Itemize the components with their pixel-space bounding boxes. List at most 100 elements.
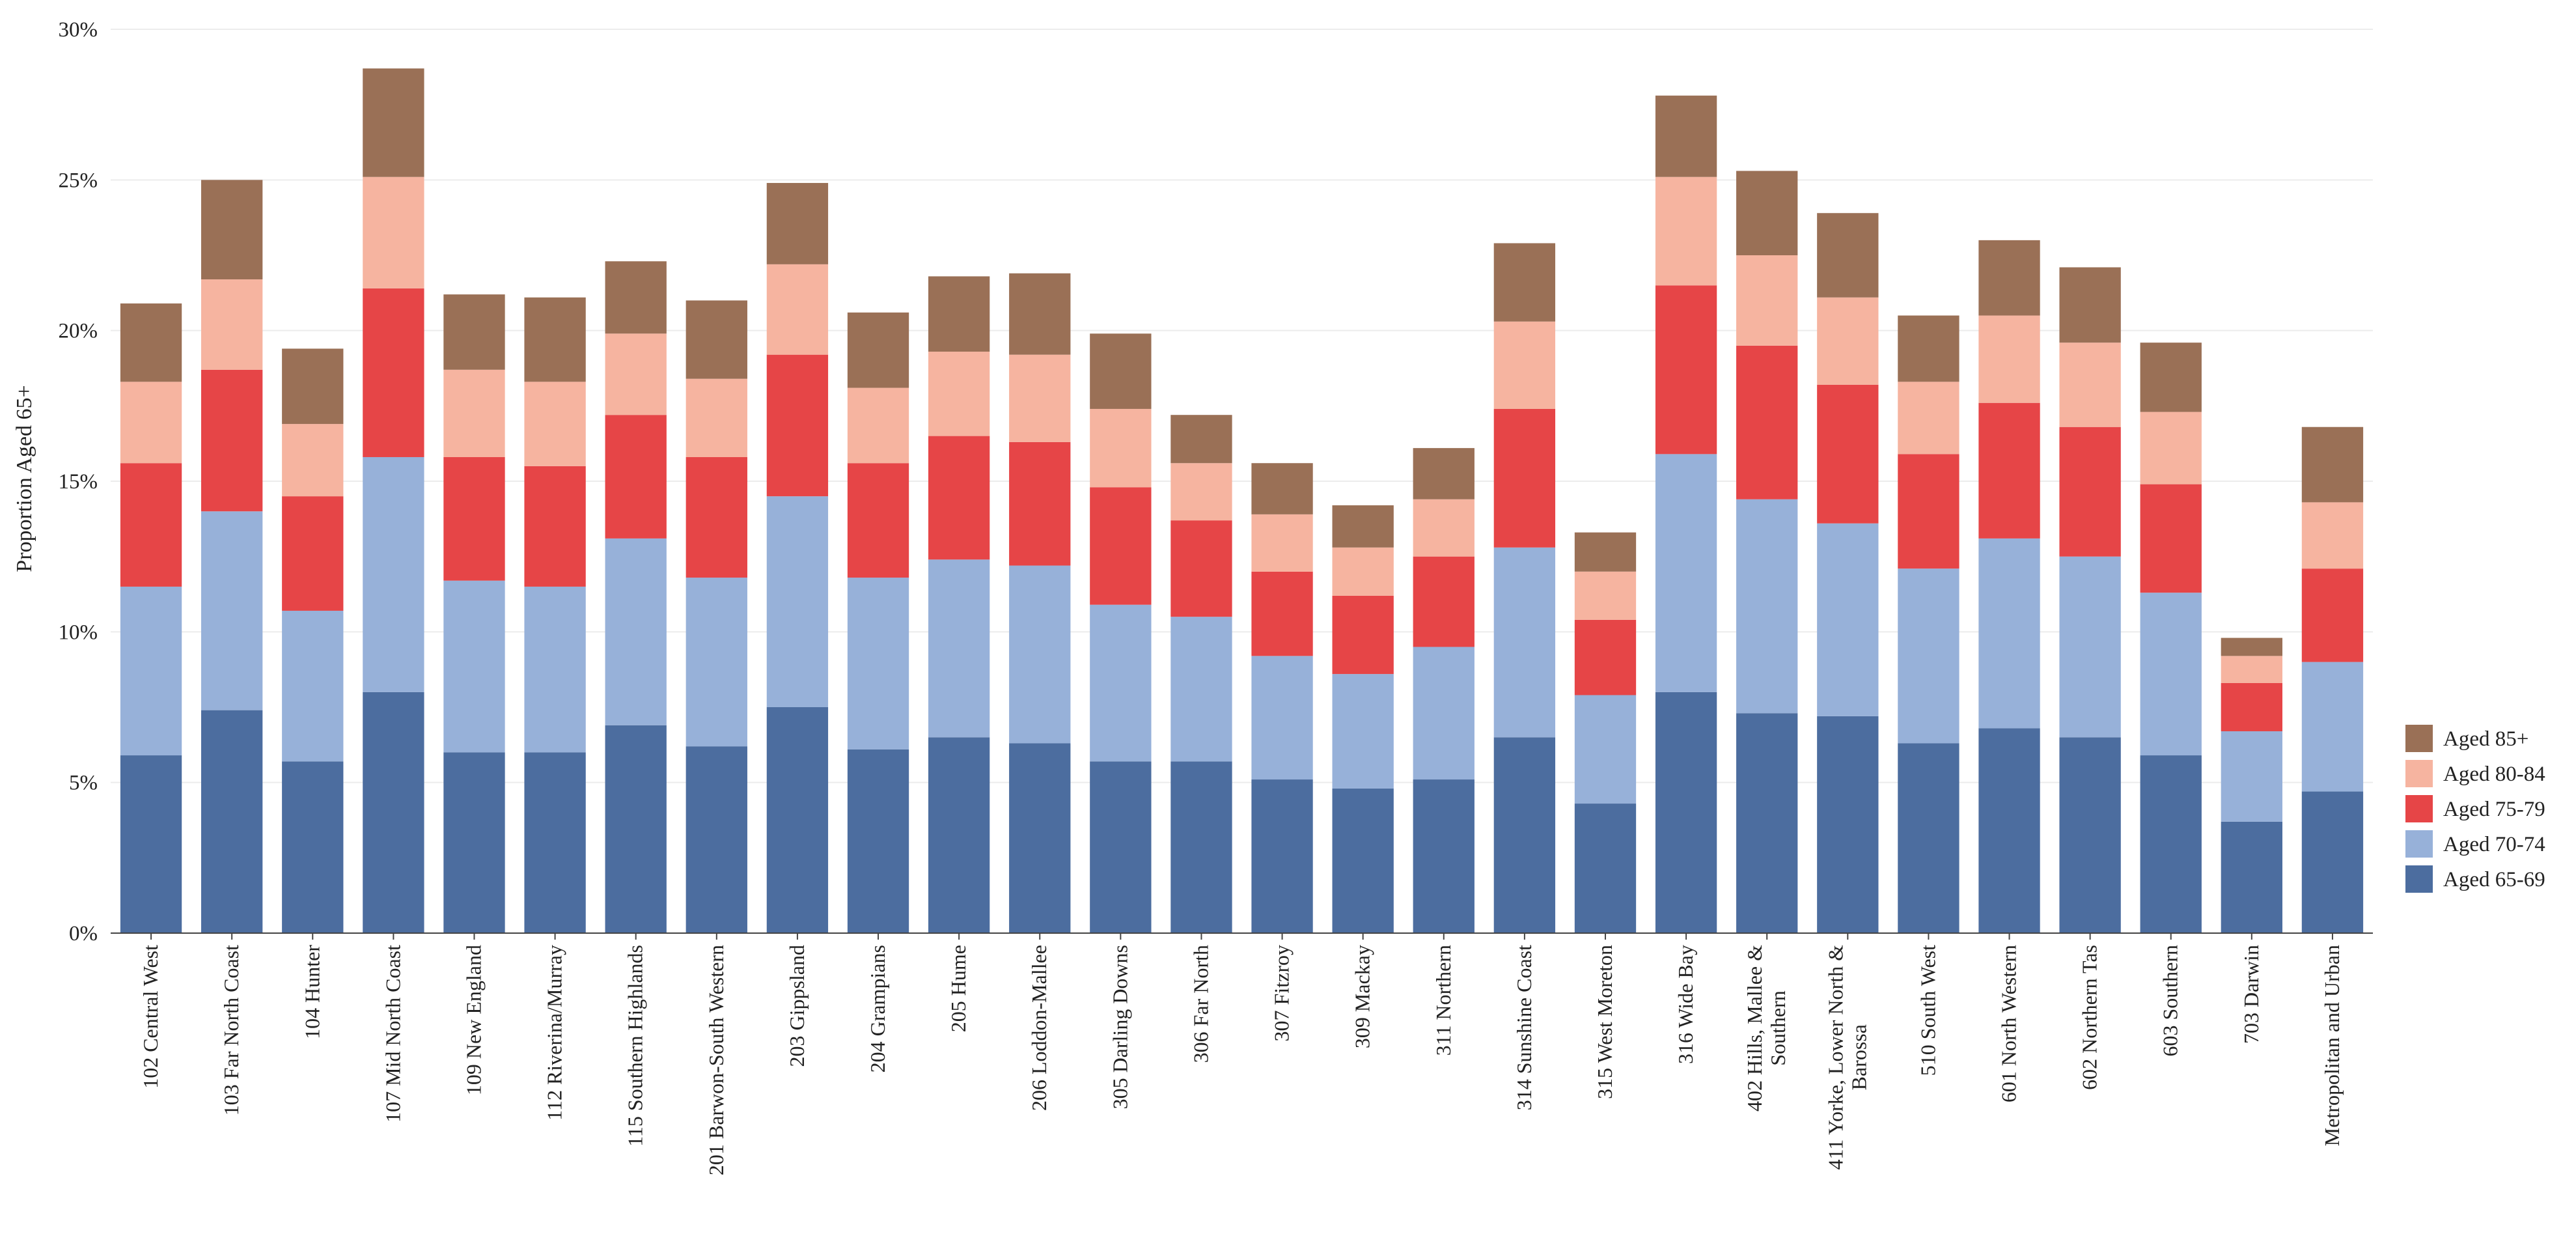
bar-stack	[443, 294, 505, 933]
bar-segment-aged-65-69	[686, 746, 747, 933]
bar-stack	[201, 180, 263, 933]
bar-segment-aged-70-74	[524, 586, 586, 753]
bar-segment-aged-85-	[1170, 415, 1232, 464]
bar-segment-aged-75-79	[2140, 484, 2202, 593]
x-tick-label: 102 Central West	[139, 945, 162, 1089]
x-tick-label: 104 Hunter	[300, 945, 324, 1039]
bar-stack	[2140, 343, 2202, 933]
bar-segment-aged-70-74	[201, 511, 263, 710]
bar-segment-aged-80-84	[928, 352, 990, 436]
bar-stack	[2301, 427, 2364, 933]
y-tick-label: 25%	[59, 169, 98, 192]
x-tick-label: 204 Grampians	[866, 945, 889, 1072]
bar-stack	[1090, 333, 1152, 933]
y-axis-title: Proportion Aged 65+	[12, 385, 36, 572]
y-tick-label: 30%	[59, 18, 98, 42]
x-tick-label: 306 Far North	[1189, 945, 1212, 1063]
x-tick-label: 203 Gippsland	[785, 945, 809, 1067]
y-tick-label: 0%	[69, 922, 98, 945]
bar-segment-aged-75-79	[1251, 571, 1313, 656]
bar-segment-aged-80-84	[1009, 354, 1071, 442]
bar-segment-aged-75-79	[1817, 384, 1879, 524]
bar-segment-aged-80-84	[605, 333, 667, 415]
x-tick-label: 601 North Western	[1997, 945, 2021, 1102]
bar-segment-aged-75-79	[1493, 408, 1556, 548]
x-tick-label: 311 Northern	[1432, 945, 1455, 1056]
bar-segment-aged-75-79	[1574, 619, 1637, 695]
legend-swatch	[2405, 725, 2433, 752]
x-tick-label: 103 Far North Coast	[219, 945, 243, 1115]
bar-segment-aged-70-74	[847, 578, 909, 749]
bar-segment-aged-75-79	[443, 456, 505, 581]
bar-segment-aged-80-84	[1170, 463, 1232, 521]
bar-segment-aged-70-74	[2301, 662, 2364, 792]
bar-segment-aged-75-79	[363, 288, 424, 457]
bar-segment-aged-80-84	[686, 378, 747, 457]
bar-segment-aged-65-69	[1170, 761, 1232, 933]
x-tick-label: 307 Fitzroy	[1270, 945, 1294, 1041]
bar-segment-aged-85-	[443, 294, 505, 370]
bar-stack	[1413, 448, 1475, 933]
bar-stack	[1251, 463, 1313, 933]
bar-segment-aged-65-69	[2140, 755, 2202, 933]
bar-segment-aged-80-84	[1493, 321, 1556, 409]
x-tick-label: 109 New England	[462, 945, 485, 1095]
bar-segment-aged-65-69	[282, 761, 344, 933]
bar-segment-aged-65-69	[766, 707, 829, 933]
x-tick-label: 107 Mid North Coast	[381, 945, 404, 1123]
bar-stack	[1574, 532, 1637, 933]
bar-stack	[686, 300, 747, 933]
bar-segment-aged-65-69	[363, 692, 424, 933]
bar-segment-aged-75-79	[1413, 556, 1475, 647]
bar-stack	[1655, 95, 1717, 933]
bar-segment-aged-75-79	[1736, 345, 1798, 499]
bar-segment-aged-85-	[1332, 505, 1394, 548]
bar-segment-aged-75-79	[282, 496, 344, 611]
bar-segment-aged-65-69	[443, 752, 505, 933]
bar-segment-aged-75-79	[928, 436, 990, 560]
bar-stack	[1817, 213, 1879, 933]
bar-segment-aged-75-79	[1655, 285, 1717, 455]
bar-segment-aged-65-69	[201, 710, 263, 933]
bar-segment-aged-85-	[2059, 267, 2121, 343]
bar-segment-aged-85-	[1090, 333, 1152, 409]
bar-segment-aged-85-	[2221, 637, 2282, 656]
bar-segment-aged-65-69	[1655, 692, 1717, 933]
bar-segment-aged-70-74	[1736, 499, 1798, 714]
bar-segment-aged-80-84	[1413, 499, 1475, 557]
bar-segment-aged-75-79	[2221, 682, 2282, 732]
bar-segment-aged-70-74	[2221, 731, 2282, 822]
bar-segment-aged-75-79	[1009, 441, 1071, 566]
bar-segment-aged-75-79	[686, 456, 747, 578]
bar-segment-aged-80-84	[1090, 408, 1152, 488]
bar-segment-aged-65-69	[1332, 788, 1394, 933]
x-tick-label: 309 Mackay	[1351, 945, 1374, 1048]
bar-segment-aged-70-74	[1009, 565, 1071, 744]
bar-segment-aged-85-	[1655, 95, 1717, 177]
bar-stack	[2059, 267, 2121, 933]
x-tick-label: 510 South West	[1916, 945, 1939, 1076]
bar-stack	[524, 297, 586, 933]
legend-swatch	[2405, 760, 2433, 787]
bar-segment-aged-70-74	[1332, 674, 1394, 789]
bar-segment-aged-80-84	[524, 382, 586, 466]
bar-segment-aged-75-79	[524, 466, 586, 587]
bar-stack	[1493, 243, 1556, 933]
y-axis: 0% 5% 10% 15% 20% 25% 30%	[59, 18, 98, 945]
bar-segment-aged-80-84	[363, 176, 424, 288]
bar-segment-aged-80-84	[847, 387, 909, 464]
x-tick-label: 315 West Moreton	[1593, 945, 1616, 1099]
bar-segment-aged-65-69	[1817, 716, 1879, 933]
x-tick-label: 603 Southern	[2159, 945, 2182, 1057]
legend: Aged 85+ Aged 80-84 Aged 75-79 Aged 70-74 Ag…	[2405, 725, 2545, 893]
bar-segment-aged-80-84	[1898, 382, 1960, 455]
bar-segment-aged-70-74	[1817, 523, 1879, 716]
bar-segment-aged-75-79	[1332, 595, 1394, 675]
bar-segment-aged-65-69	[1413, 779, 1475, 933]
legend-swatch	[2405, 830, 2433, 858]
bar-segment-aged-70-74	[1413, 647, 1475, 780]
bar-stack	[1736, 171, 1798, 933]
bar-segment-aged-65-69	[1090, 761, 1152, 933]
bar-segment-aged-75-79	[2301, 568, 2364, 662]
